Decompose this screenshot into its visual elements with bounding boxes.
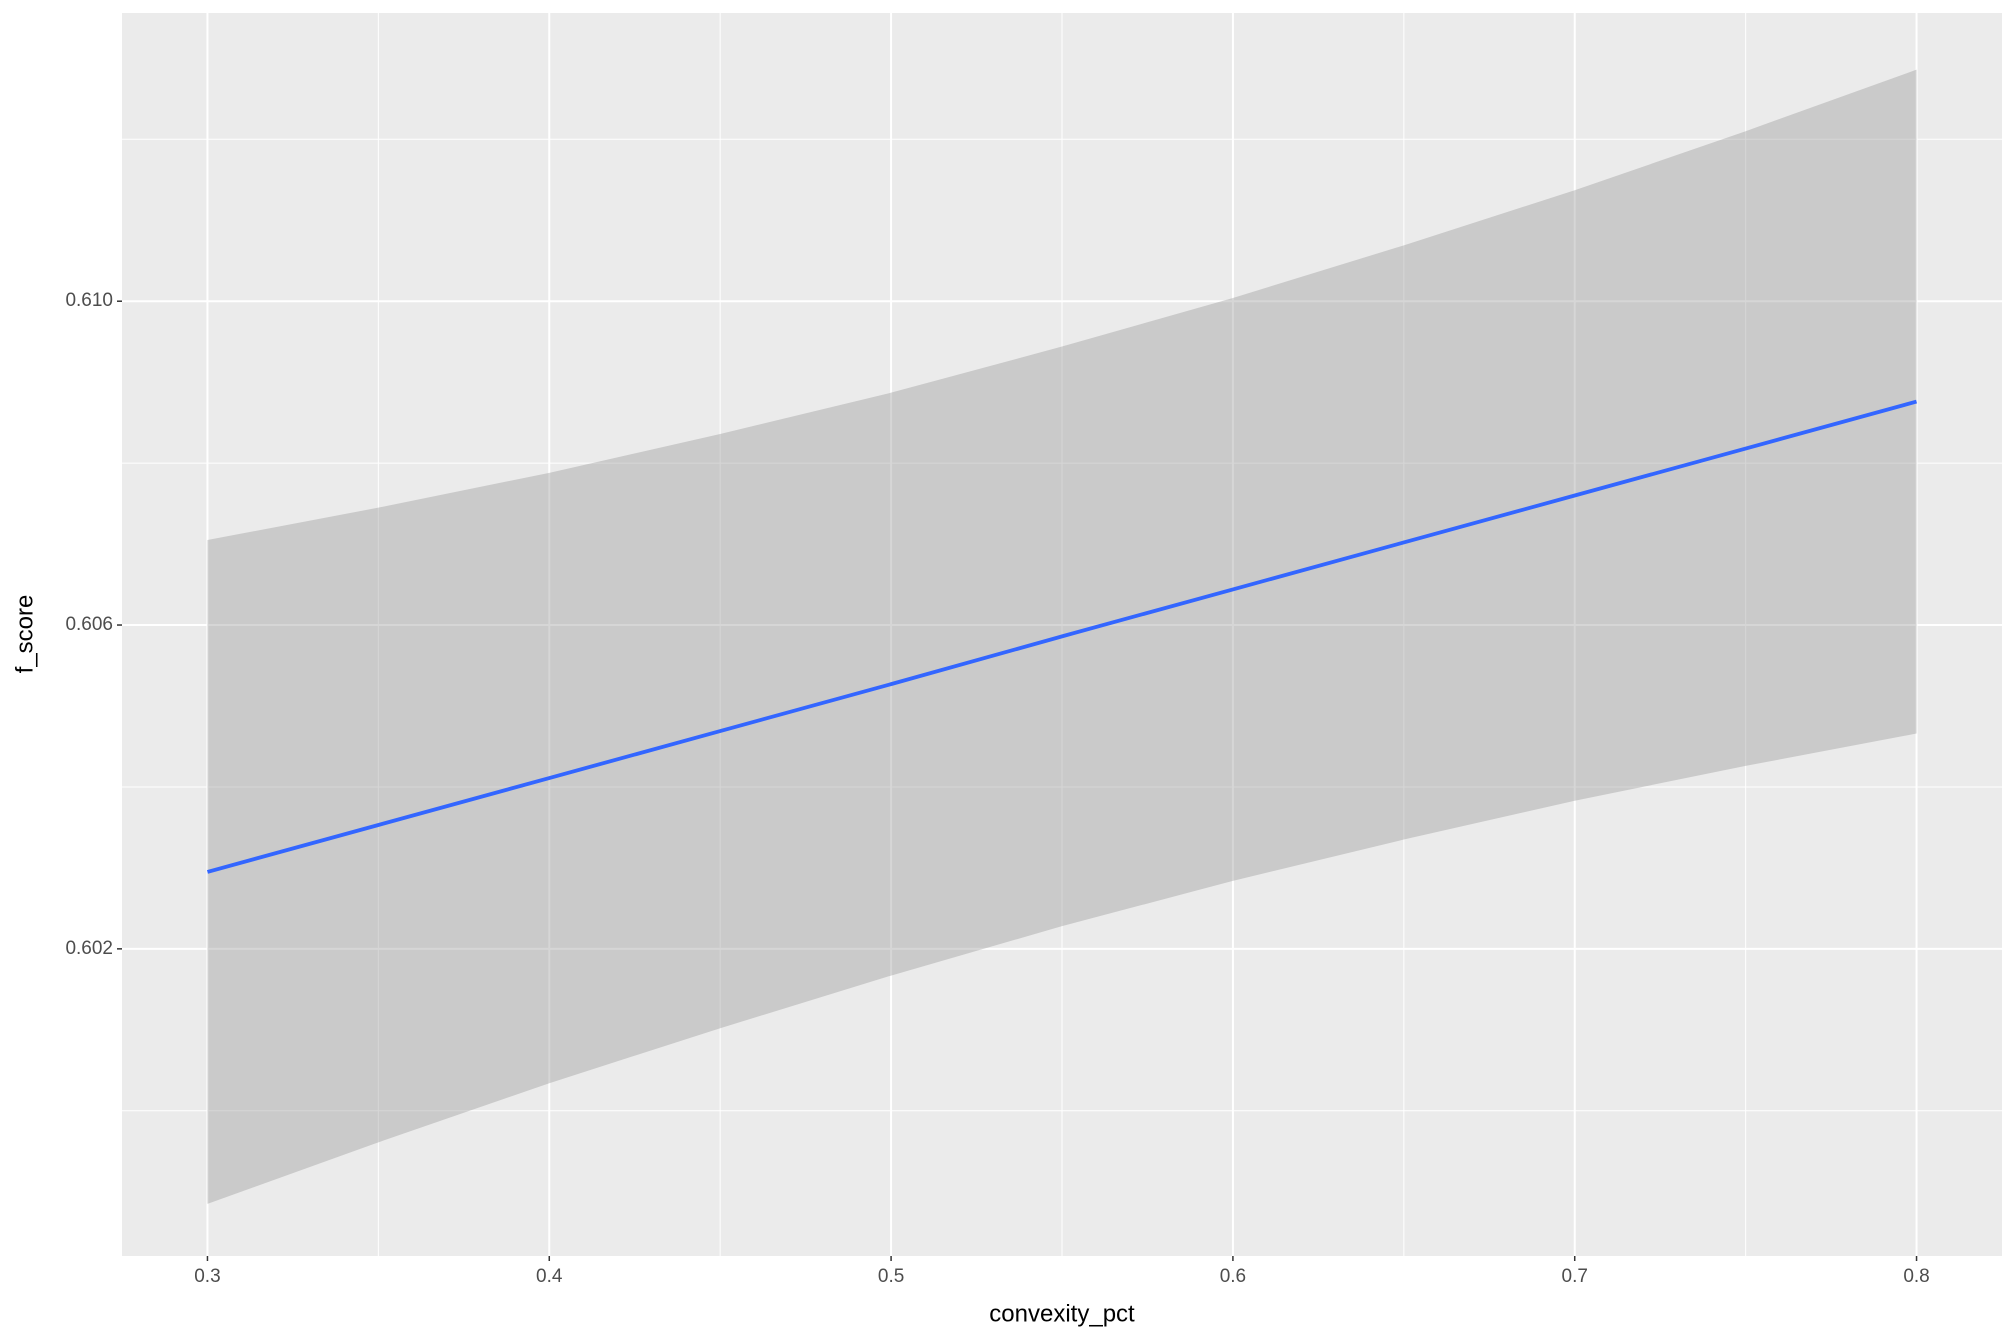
y-axis-title: f_score <box>11 595 38 674</box>
y-tick-label: 0.610 <box>65 290 113 311</box>
fit-line <box>206 399 1918 874</box>
x-axis-title: convexity_pct <box>989 1300 1135 1327</box>
x-tick-label: 0.7 <box>1562 1266 1588 1287</box>
x-tick-label: 0.6 <box>1220 1266 1246 1287</box>
y-tick-label: 0.602 <box>65 938 113 959</box>
x-tick-label: 0.3 <box>194 1266 220 1287</box>
x-tick-label: 0.8 <box>1903 1266 1929 1287</box>
x-tick-label: 0.4 <box>536 1266 563 1287</box>
x-tick-label: 0.5 <box>878 1266 904 1287</box>
y-tick-label: 0.606 <box>65 614 113 635</box>
